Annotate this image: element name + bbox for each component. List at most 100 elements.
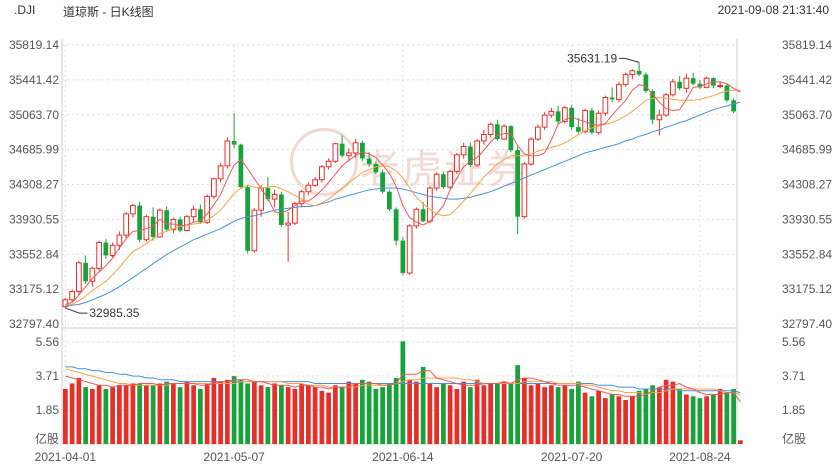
candle-up [521, 162, 528, 219]
candle-body [157, 209, 163, 238]
price-ma10-line [65, 89, 741, 306]
volume-bar [198, 388, 203, 444]
candle-up [130, 203, 136, 218]
candle-body [454, 154, 460, 172]
volume-bar [252, 381, 257, 444]
candle-down [339, 135, 345, 158]
candle-body [400, 240, 406, 273]
volume-bar [258, 385, 264, 444]
volume-bar [603, 398, 608, 444]
low-annotation: 32985.35 [89, 306, 139, 320]
candle-up [487, 122, 494, 138]
candle-body [724, 85, 730, 101]
low-pointer-line [65, 307, 88, 314]
candle-up [211, 177, 217, 200]
price-tick-label-left: 35063.70 [9, 108, 59, 122]
candle-body [555, 111, 561, 122]
candle-body [211, 178, 217, 197]
candle-body [83, 262, 88, 282]
volume-bar [474, 379, 480, 444]
symbol-label: .DJI [14, 3, 36, 17]
volume-unit-label-left: 亿股 [35, 431, 59, 446]
candle-body [460, 145, 467, 156]
volume-bar [184, 381, 190, 444]
volume-bar [447, 385, 453, 444]
volume-bar [697, 398, 703, 444]
volume-bar [704, 396, 709, 444]
price-tick-label-left: 35441.42 [9, 73, 59, 87]
volume-bar [380, 387, 385, 444]
candle-body [595, 112, 602, 134]
candle-down [690, 72, 696, 86]
volume-bar [326, 392, 331, 444]
volume-bar [292, 388, 298, 444]
candle-up [123, 212, 129, 238]
volume-bar [150, 385, 156, 444]
candle-up [89, 266, 96, 287]
candle-body [69, 290, 75, 301]
candle-body [690, 78, 696, 84]
volume-bar [69, 383, 75, 444]
volume-bar [609, 394, 615, 444]
price-tick-label-right: 35441.42 [782, 73, 832, 87]
datetime-label: 2021-09-08 21:31:40 [717, 3, 829, 17]
volume-bar [76, 377, 82, 444]
volume-bar [414, 381, 419, 444]
candle-body [366, 158, 372, 165]
candle-down [164, 206, 169, 232]
volume-bar [103, 388, 109, 444]
candle-up [541, 112, 548, 130]
candle-down [420, 201, 426, 223]
candle-body [420, 209, 426, 222]
volume-bar [265, 387, 271, 444]
volume-bar [468, 387, 473, 444]
candle-up [76, 260, 82, 296]
volume-bar [360, 379, 365, 444]
candle-body [292, 203, 298, 224]
candle-body [204, 195, 210, 223]
candle-body [441, 174, 446, 188]
volume-bar [63, 388, 68, 444]
volume-bar [569, 388, 574, 444]
candle-down [83, 255, 88, 285]
candle-up [460, 142, 467, 159]
candle-down [137, 201, 142, 243]
candle-up [602, 95, 609, 117]
candle-body [731, 100, 736, 112]
candle-body [521, 163, 528, 218]
candle-body [541, 114, 548, 128]
candle-body [271, 193, 278, 200]
candle-up [204, 194, 210, 225]
volume-bar [731, 388, 736, 444]
candle-up [305, 182, 312, 196]
volume-bar [441, 383, 446, 444]
candle-up [683, 73, 690, 93]
volume-bar [211, 377, 217, 444]
candle-up [271, 189, 278, 208]
volume-bar [96, 385, 102, 444]
candle-up [622, 72, 629, 87]
volume-bar [495, 383, 500, 444]
candle-body [96, 242, 102, 269]
candle-body [231, 140, 237, 145]
volume-bar [636, 390, 642, 444]
volume-bar [501, 381, 507, 444]
price-tick-label-right: 35819.14 [782, 38, 832, 52]
volume-bar [306, 385, 311, 444]
volume-bar [434, 387, 439, 444]
candle-down [589, 107, 595, 135]
volume-bar [83, 387, 88, 444]
candle-down [245, 185, 250, 254]
volume-bar [677, 388, 682, 444]
volume-bar [549, 385, 554, 444]
candle-down [393, 207, 399, 246]
price-tick-label-left: 32797.40 [9, 317, 59, 331]
high-pointer-line [619, 57, 640, 63]
candle-down [636, 62, 642, 77]
candle-body [433, 173, 440, 189]
price-tick-label-left: 34308.27 [9, 178, 59, 192]
date-tick-label: 2021-08-24 [669, 450, 731, 464]
volume-bar [582, 392, 588, 444]
candle-up [670, 79, 676, 97]
